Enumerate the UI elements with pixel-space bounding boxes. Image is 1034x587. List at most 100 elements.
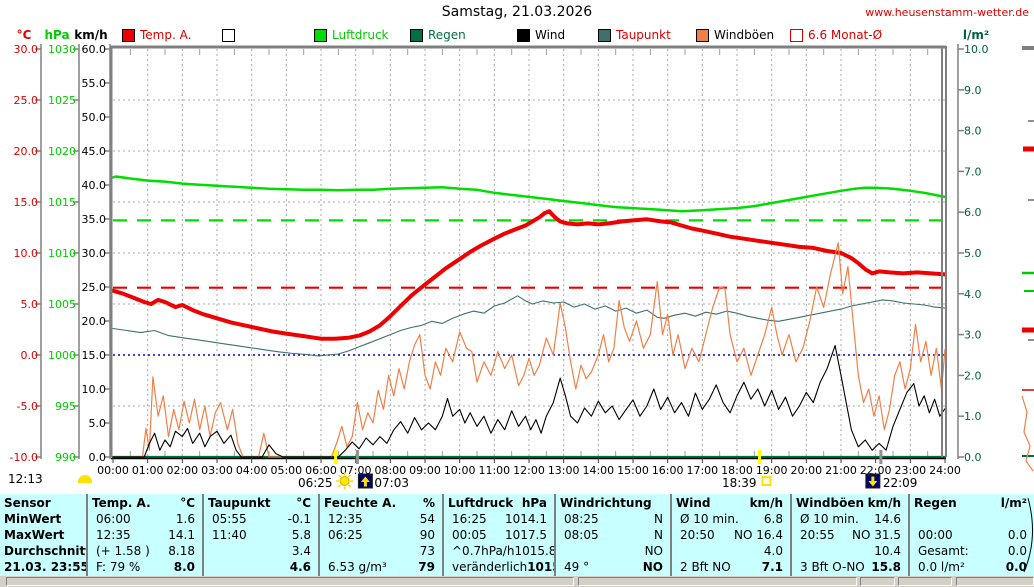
time-label: 20:00 (790, 464, 822, 477)
table-row: 08:05 N (556, 527, 670, 543)
axis-tick-label: 5.0 (21, 298, 39, 311)
table-cell: 08:05 (564, 528, 599, 542)
axis-tick-label: 3.0 (964, 329, 982, 342)
table-cell: % (422, 496, 435, 510)
table-cell: 7.1 (761, 560, 783, 574)
table-cell: hPa (521, 496, 547, 510)
axis-tick-label: 0.0 (21, 349, 39, 362)
axis-unit-label: km/h (74, 28, 107, 42)
table-cell: 00:00 (918, 528, 953, 542)
table-cell: 08:25 (564, 512, 599, 526)
table-row (910, 511, 1034, 527)
axis-unit-label: °C (17, 28, 32, 42)
time-label: 01:00 (132, 464, 164, 477)
table-row: 3.4 (204, 543, 318, 559)
table-column-sensor: Sensor MinWert MaxWert Durchschnitt 21.03. 2… (0, 494, 88, 576)
axis-tick-label: 1015 (48, 196, 76, 209)
table-row: Wind km/h (672, 495, 790, 511)
time-label: 10:00 (444, 464, 476, 477)
axis-tick-label: 10.0 (14, 247, 39, 260)
axis-tick-label: 8.0 (964, 125, 982, 138)
table-cell: 12:35 (328, 512, 363, 526)
table-cell: 1014.1 (505, 512, 547, 526)
table-row: Durchschnitt (0, 543, 86, 559)
table-cell: 8.0 (173, 560, 195, 574)
legend-item-windb-en: Windböen (696, 28, 774, 42)
table-cell: Taupunkt (208, 496, 271, 510)
table-row: Taupunkt °C (204, 495, 318, 511)
table-row: 08:25 N (556, 511, 670, 527)
table-cell: 11:40 (212, 528, 247, 542)
table-cell: MaxWert (4, 528, 65, 542)
time-label: 06:00 (305, 464, 337, 477)
table-cell (204, 559, 212, 575)
marker-time-label: 07:03 (374, 476, 409, 490)
table-row: 20:50 NO 16.4 (672, 527, 790, 543)
table-cell: Ø 10 min. (680, 512, 739, 526)
status-pane (860, 577, 895, 586)
table-row: Sensor (0, 495, 86, 511)
table-row: 20:55 NO 31.5 (792, 527, 908, 543)
time-label: 14:00 (582, 464, 614, 477)
axis-tick-label: 1010 (48, 247, 76, 260)
status-pane (6, 577, 574, 586)
axis-tick-label: 30.0 (14, 43, 39, 56)
table-cell: 73 (419, 544, 435, 558)
legend-swatch-icon (222, 28, 235, 42)
table-cell: 79 (418, 560, 435, 574)
table-cell: 06:25 (328, 528, 363, 542)
legend-label: 6.6 Monat-Ø (808, 28, 883, 42)
table-row: Gesamt: 0.0 (910, 543, 1034, 559)
axis-tick-label: 35.0 (82, 213, 107, 226)
table-row: ^0.7hPa/h 1015.8 (444, 543, 554, 559)
axis-tick-label: 1005 (48, 298, 76, 311)
table-cell: 05:55 (212, 512, 247, 526)
legend-swatch-icon (122, 28, 135, 42)
table-cell: 0.0 (1007, 544, 1027, 558)
series-wind-line (112, 344, 946, 458)
sunset-square-icon (761, 476, 772, 486)
table-row: Ø 10 min. 14.6 (792, 511, 908, 527)
table-column-windrichtung: Windrichtung 08:25 N 08:05 N NO 49 ° NO (556, 494, 672, 576)
table-cell: N (654, 512, 663, 526)
legend-item-taupunkt: Taupunkt (598, 28, 671, 42)
table-column-temp-a-: Temp. A. °C 06:00 1.6 12:35 14.1 (+ 1.58 ) 8.18… (88, 494, 204, 576)
table-column-regen: Regen l/m² 00:00 0.0 Gesamt: 0.0 0.0 l/m² 0.0 (910, 494, 1034, 576)
table-row: 12:35 14.1 (88, 527, 202, 543)
table-cell: Temp. A. (92, 496, 151, 510)
table-cell: NO 16.4 (734, 528, 783, 542)
table-row: 00:00 0.0 (910, 527, 1034, 543)
table-cell: 21.03. 23:55 (4, 560, 86, 574)
table-row: veränderlich1015.5 (444, 559, 554, 575)
table-column-feuchte-a-: Feuchte A.% 12:35 54 06:25 90 73 6.53 g/m³ 79 (320, 494, 444, 576)
legend-item-regen: Regen (410, 28, 466, 42)
table-row: Ø 10 min. 6.8 (672, 511, 790, 527)
table-cell: 0.0 (1007, 528, 1027, 542)
table-row: 05:55 -0.1 (204, 511, 318, 527)
website-url: www.heusenstamm-wetter.de (865, 6, 1029, 19)
table-cell: 00:05 (452, 528, 487, 542)
table-cell: 5.8 (291, 528, 311, 542)
legend-label: Taupunkt (616, 28, 671, 42)
table-cell: 90 (419, 528, 435, 542)
legend-item-6-6-monat-: 6.6 Monat-Ø (790, 28, 882, 42)
chart-canvas: 30.0 25.0 20.0 15.0 10.0 5.0 0.0 -5.0 -10.0 1030 1… (10, 28, 1034, 490)
legend-swatch-icon (696, 28, 709, 42)
table-cell: Feuchte A. (324, 496, 397, 510)
axis-tick-label: 50.0 (82, 111, 107, 124)
status-pane (578, 577, 857, 586)
table-cell: N (654, 528, 663, 542)
table-cell: km/h (867, 496, 901, 510)
table-column-luftdruck: Luftdruck hPa 16:25 1014.1 00:05 1017.5 ^0.7hP… (444, 494, 556, 576)
table-cell: 10.4 (874, 544, 901, 558)
legend-item-blank (222, 28, 235, 42)
axis-tick-label: 2.0 (964, 369, 982, 382)
legend-label: Temp. A. (140, 28, 192, 42)
table-cell: Regen (914, 496, 957, 510)
table-row: F: 79 % 8.0 (88, 559, 202, 575)
corner-time: 12:13 (8, 472, 93, 486)
sun-icon (338, 484, 342, 488)
table-row: 16:25 1014.1 (444, 511, 554, 527)
table-cell: °C (180, 496, 195, 510)
time-label: 18:00 (721, 464, 753, 477)
